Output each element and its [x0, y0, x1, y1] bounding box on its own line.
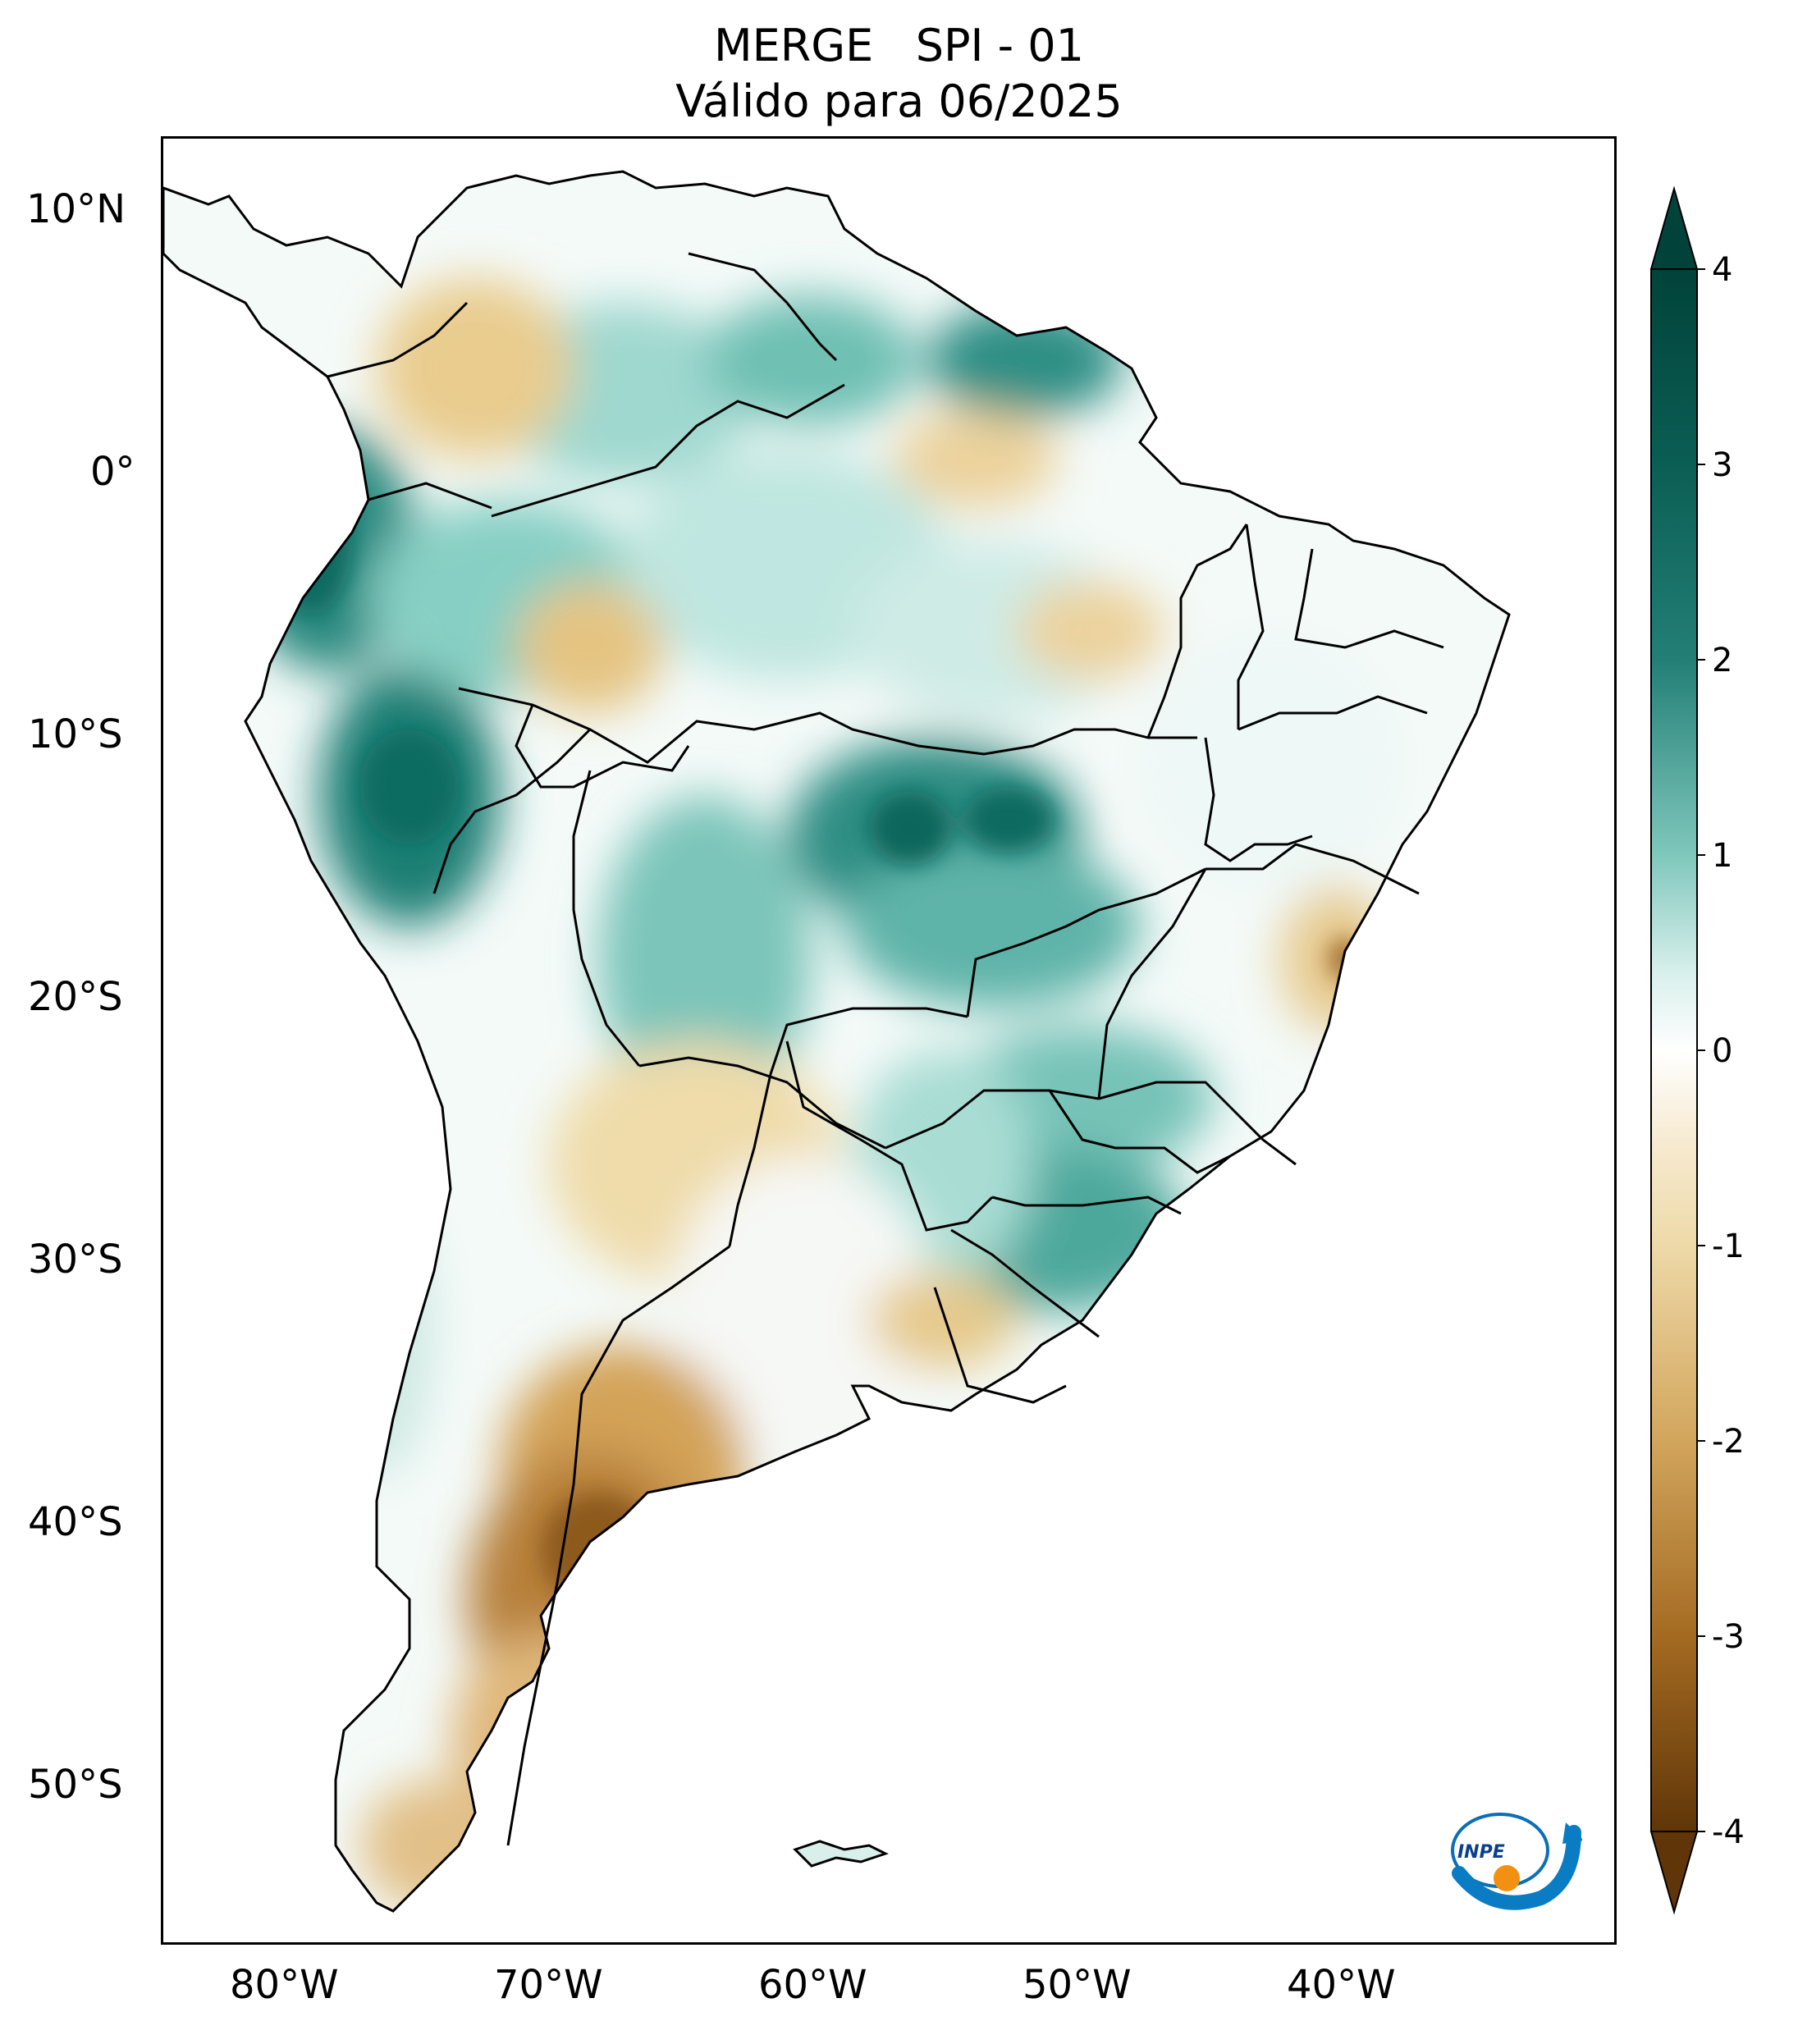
border-line [1146, 524, 1248, 738]
map-subtitle: Válido para 06/2025 [675, 75, 1123, 127]
border-line [950, 1228, 1100, 1338]
border-line [491, 383, 845, 518]
land-background [163, 171, 1509, 1911]
colorbar-label: -2 [1712, 1423, 1745, 1461]
border-line [368, 482, 492, 510]
border-line [458, 687, 1197, 764]
border-line [1237, 524, 1265, 729]
border-line [1098, 1081, 1297, 1166]
colorbar-label: 2 [1712, 642, 1733, 679]
inpe-logo: INPE [1443, 1799, 1582, 1914]
border-line [1238, 695, 1428, 731]
colorbar-bottom-extend [1649, 1831, 1699, 1915]
lat-tick-label: 10°S [28, 711, 123, 757]
border-line [572, 770, 641, 1067]
border-line [327, 301, 469, 378]
lon-tick-label: 80°W [230, 1962, 339, 2008]
colorbar-label: -3 [1712, 1618, 1745, 1656]
colorbar-label: 4 [1712, 251, 1733, 289]
border-line [966, 867, 1206, 1017]
lat-tick-label: 30°S [28, 1237, 123, 1283]
lon-tick-label: 60°W [758, 1962, 867, 2008]
colorbar-label: -1 [1712, 1228, 1745, 1265]
lon-tick-label: 40°W [1287, 1962, 1396, 2008]
border-line [991, 1196, 1182, 1215]
lat-tick-label: 50°S [28, 1762, 123, 1808]
border-line [432, 728, 592, 894]
map-canvas [163, 170, 1511, 1913]
colorbar-top-extend [1649, 185, 1699, 270]
border-line [1204, 737, 1313, 862]
map-title: MERGE SPI - 01 [714, 20, 1084, 71]
inpe-logo-text: INPE [1457, 1842, 1505, 1863]
border-line [785, 1040, 994, 1232]
lat-tick-label: 20°S [28, 974, 123, 1020]
border-line [1294, 548, 1444, 649]
border-line [1206, 843, 1420, 895]
lat-tick-label: 40°S [28, 1499, 123, 1545]
colorbar-gradient [1650, 268, 1698, 1832]
border-line [506, 1245, 730, 1846]
map-panel: INPE [161, 136, 1617, 1945]
inpe-logo-graphic [1451, 1813, 1582, 1910]
lon-tick-label: 50°W [1023, 1962, 1132, 2008]
border-line [769, 1007, 968, 1075]
lat-tick-label: 0° [90, 449, 135, 495]
colorbar-label: -4 [1712, 1813, 1745, 1851]
lon-tick-label: 70°W [494, 1962, 603, 2008]
colorbar-label: 0 [1712, 1032, 1733, 1070]
border-line [1048, 1090, 1231, 1174]
border-line [638, 1056, 886, 1150]
colorbar-ticks [1697, 268, 1705, 1832]
border-line [933, 1287, 1067, 1404]
border-line [688, 252, 838, 362]
border-line [1097, 868, 1207, 1100]
colorbar-label: 1 [1712, 837, 1733, 875]
border-line [515, 704, 690, 789]
lat-tick-label: 10°N [26, 186, 126, 232]
colorbar-label: 3 [1712, 446, 1733, 484]
spi-field [237, 278, 1402, 1911]
borders [163, 170, 1511, 1913]
border-line [885, 1089, 1100, 1150]
falkland-islands [793, 1840, 889, 1868]
border-line [728, 1073, 772, 1247]
